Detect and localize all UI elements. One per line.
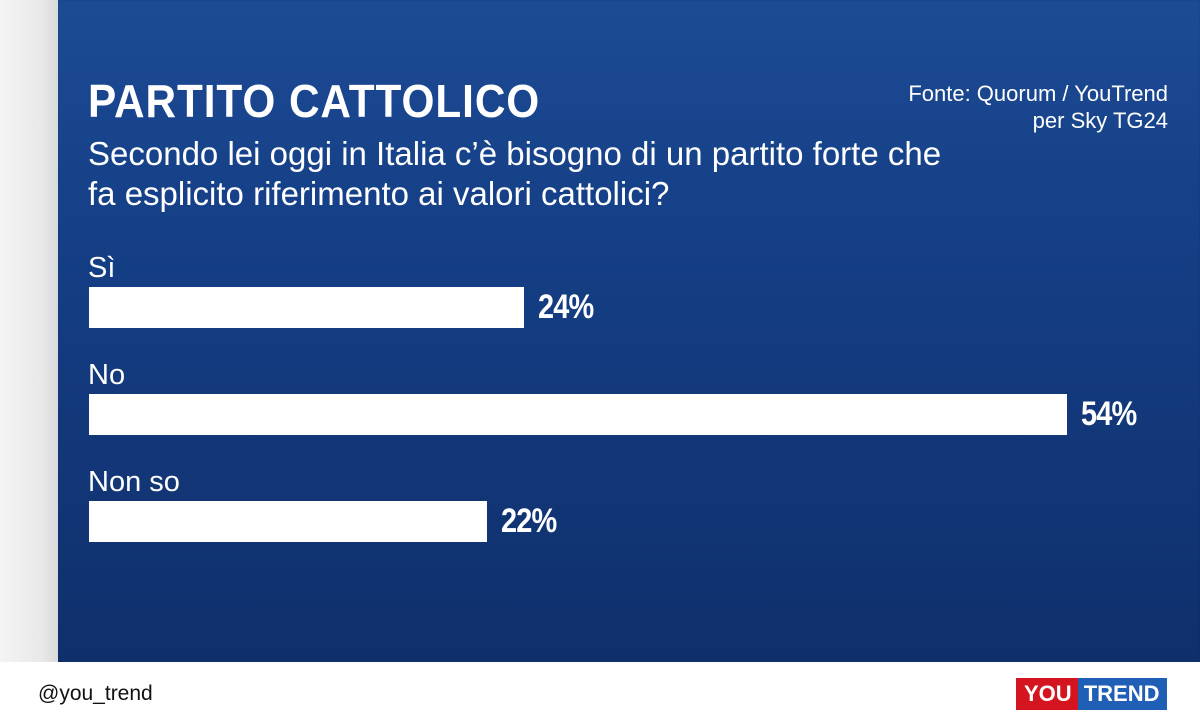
value-label: 54% [1081, 395, 1137, 433]
category-label: Non so [88, 466, 180, 498]
category-label: Sì [88, 252, 116, 284]
logo-you: YOU [1016, 678, 1078, 710]
left-strip [0, 0, 58, 662]
chart-question: Secondo lei oggi in Italia c’è bisogno d… [88, 135, 942, 212]
logo-trend: TREND [1077, 678, 1168, 710]
source-note: Fonte: Quorum / YouTrend per Sky TG24 [908, 80, 1168, 134]
chart-panel [58, 0, 1200, 662]
chart-title: PARTITO CATTOLICO [88, 75, 541, 127]
bar [89, 287, 524, 328]
youtrend-logo: YOU TREND [1016, 678, 1168, 710]
category-label: No [88, 359, 126, 391]
bar-chart: Sì 24% No 54% Non so 22% [0, 0, 1200, 662]
social-handle: @you_trend [38, 682, 153, 705]
bar [89, 501, 487, 542]
value-label: 22% [501, 502, 557, 540]
value-label: 24% [538, 288, 594, 326]
source-line-2: per Sky TG24 [1032, 108, 1168, 133]
bar [89, 394, 1067, 435]
source-line-1: Fonte: Quorum / YouTrend [908, 81, 1168, 106]
